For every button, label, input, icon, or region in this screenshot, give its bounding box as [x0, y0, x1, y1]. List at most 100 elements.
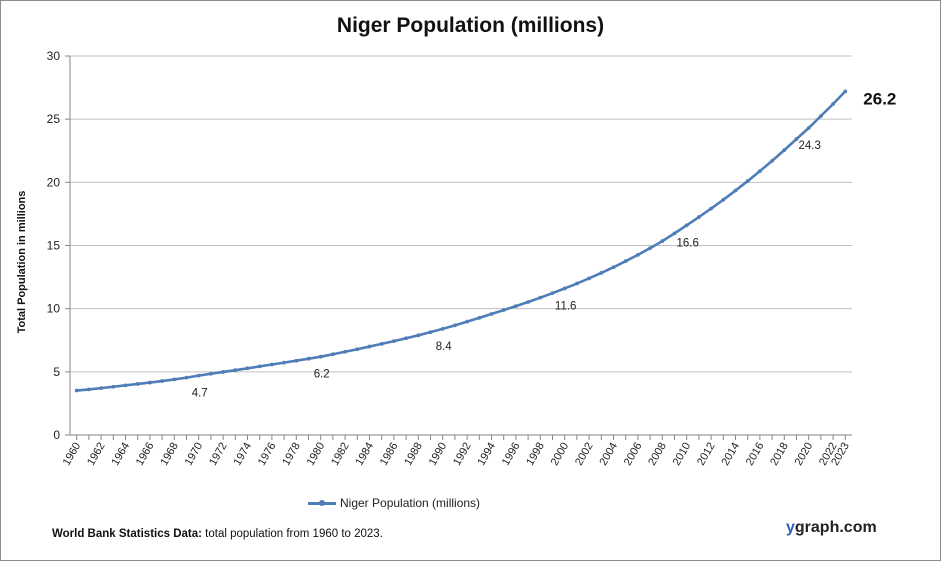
data-point	[709, 206, 713, 211]
x-tick-label: 1964	[109, 441, 132, 468]
data-point	[660, 239, 665, 243]
data-point	[440, 326, 445, 331]
data-point	[74, 388, 79, 393]
data-point	[696, 215, 701, 219]
data-point	[684, 223, 689, 228]
data-point	[184, 375, 189, 380]
data-point	[306, 356, 311, 361]
x-tick-label: 2000	[549, 441, 572, 468]
y-tick-label: 0	[53, 428, 60, 442]
x-tick-label: 1984	[353, 441, 376, 468]
data-point	[148, 380, 152, 385]
data-label: 4.7	[192, 388, 208, 400]
source-bold: World Bank Statistics Data:	[52, 528, 202, 540]
data-point	[355, 347, 360, 352]
data-point	[562, 286, 567, 291]
data-label: 6.2	[314, 369, 330, 381]
data-point	[745, 179, 750, 183]
x-tick-label: 1996	[500, 441, 523, 468]
data-point	[794, 137, 799, 141]
data-point	[757, 169, 762, 173]
data-point	[550, 291, 555, 296]
x-tick-label: 1966	[134, 441, 157, 468]
x-tick-label: 2016	[744, 441, 767, 468]
data-point	[733, 188, 738, 193]
x-tick-label: 1982	[329, 441, 352, 468]
data-point	[587, 276, 591, 281]
data-point	[196, 373, 201, 378]
data-point	[526, 300, 530, 304]
chart-title: Niger Population (millions)	[336, 14, 605, 37]
data-point	[513, 304, 518, 309]
data-point	[367, 344, 372, 349]
data-label: 11.6	[555, 300, 577, 312]
data-point	[257, 364, 262, 369]
data-point	[782, 148, 787, 153]
data-point	[99, 386, 104, 391]
x-tick-label: 1986	[378, 441, 401, 468]
data-point	[623, 259, 628, 264]
data-point	[343, 349, 348, 354]
series-line	[76, 90, 847, 392]
x-tick-label: 1976	[256, 441, 279, 468]
data-label: 16.6	[676, 237, 698, 249]
data-point	[172, 377, 177, 382]
x-tick-label: 1978	[280, 441, 303, 468]
legend: Niger Population (millions)	[308, 496, 480, 510]
data-point	[538, 295, 543, 300]
y-tick-label: 10	[47, 302, 61, 316]
source-text: total population from 1960 to 2023.	[201, 528, 383, 540]
data-point	[245, 366, 250, 371]
data-point	[270, 362, 274, 367]
source-note: World Bank Statistics Data: total popula…	[52, 528, 383, 540]
x-tick-label: 2020	[793, 441, 816, 468]
data-point	[465, 319, 469, 324]
data-point	[160, 379, 165, 383]
x-tick-label: 1972	[207, 441, 230, 468]
x-tick-label: 2014	[719, 441, 742, 468]
data-point	[87, 387, 91, 392]
brand-logo: ygraph.com	[786, 519, 877, 536]
data-point	[574, 281, 579, 286]
x-tick-label: 1968	[158, 441, 181, 468]
x-tick-label: 1960	[61, 441, 84, 468]
y-tick-label: 30	[47, 49, 61, 63]
x-tick-label: 2010	[671, 441, 694, 468]
x-tick-label: 2012	[695, 441, 718, 468]
data-point	[831, 102, 835, 106]
data-point	[599, 271, 604, 275]
x-tick-label: 1962	[85, 441, 108, 468]
data-label-latest: 26.2	[863, 89, 896, 108]
data-point	[221, 370, 226, 374]
y-tick-label: 25	[47, 112, 61, 126]
x-tick-label: 1988	[402, 441, 425, 468]
data-point	[135, 382, 140, 386]
data-point	[501, 308, 506, 312]
data-point	[318, 354, 323, 359]
data-point	[489, 312, 494, 316]
data-point	[294, 358, 299, 363]
data-point	[416, 333, 421, 338]
x-tick-label: 2018	[768, 441, 791, 468]
legend-label: Niger Population (millions)	[340, 496, 481, 510]
x-tick-label: 2002	[573, 441, 596, 468]
data-point	[453, 323, 457, 328]
y-tick-label: 5	[53, 365, 60, 379]
y-tick-label: 15	[47, 239, 61, 253]
data-point	[379, 342, 384, 346]
data-point	[611, 265, 616, 270]
data-point	[843, 89, 848, 94]
data-label: 8.4	[436, 341, 453, 353]
data-label: 24.3	[798, 140, 820, 152]
data-point	[111, 384, 116, 389]
data-point	[770, 158, 774, 163]
data-point	[806, 126, 811, 130]
data-point	[818, 114, 823, 118]
data-point	[477, 315, 482, 320]
x-tick-label: 1974	[231, 441, 254, 468]
x-tick-label: 1990	[427, 441, 450, 468]
x-tick-label: 1998	[524, 441, 547, 468]
data-point	[428, 330, 433, 335]
legend-swatch	[308, 499, 336, 506]
x-tick-label: 2006	[622, 441, 645, 468]
